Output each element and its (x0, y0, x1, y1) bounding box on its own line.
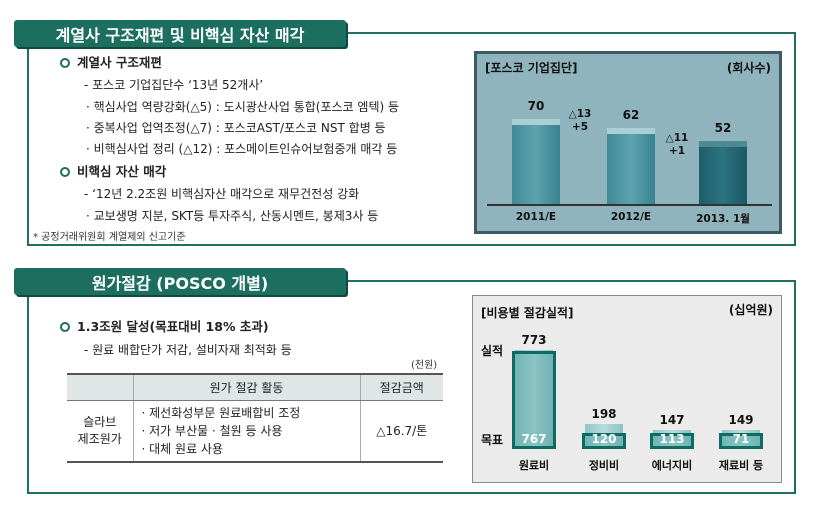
bullet-circle-icon (60, 167, 70, 177)
bar (512, 118, 560, 204)
bar-value-label: 70 (527, 98, 545, 113)
category-label: 2012/E (610, 211, 652, 223)
bar-top (699, 140, 747, 147)
target-bar (512, 350, 556, 449)
label-target: 목표 (481, 433, 504, 447)
actual-value-label: 147 (659, 413, 685, 428)
bar-value-label: 62 (622, 108, 640, 123)
category-label: 재료비 등 (718, 459, 764, 472)
activity-item: · 대체 원료 사용 (141, 441, 224, 456)
bullet-circle-icon (60, 58, 70, 68)
category-label: 에너지비 (651, 459, 693, 472)
actual-value-label: 149 (728, 412, 754, 427)
table-activities: · 제선화성부문 원료배합비 조정 · 저가 부산물 · 철원 등 사용 · 대… (133, 400, 361, 463)
table-header-row: 원가 절감 활동 절감금액 (67, 373, 443, 401)
table-amount: △16.7/톤 (360, 400, 443, 463)
delta-decrease: △11 (665, 132, 689, 144)
delta-increase: +1 (668, 145, 686, 157)
text-line: · 비핵심사업 정리 (△12) : 포스메이트인슈어보험중개 매각 등 (86, 142, 398, 156)
row-label-text: 슬라브 제조원가 (77, 414, 122, 446)
table-row-label: 슬라브 제조원가 (67, 400, 134, 463)
category-label: 원료비 (518, 459, 550, 472)
text-line: · 핵심사업 역량강화(△5) : 도시광산사업 통합(포스코 엠텍) 등 (86, 100, 400, 114)
text-line: - 포스코 기업집단수 ‘13년 52개사’ (84, 78, 264, 92)
cost-saving-chart: [비용별 절감실적] (십억원) 실적 목표 773 767 원료비 198 120 정비… (472, 295, 782, 483)
chart-title: [비용별 절감실적] (481, 306, 574, 320)
section2-title: 원가절감 (POSCO 개별) (14, 268, 346, 295)
delta-label: △13 +5 (560, 108, 600, 134)
section1-title: 계열사 구조재편 및 비핵심 자산 매각 (14, 20, 346, 47)
delta-increase: +5 (571, 121, 589, 133)
heading-achievement: 1.3조원 달성(목표대비 18% 초과) (77, 319, 269, 334)
target-value-label: 120 (591, 432, 617, 446)
target-value-label: 71 (732, 432, 750, 446)
bar-top (607, 128, 655, 135)
bullet-circle-icon (60, 322, 70, 332)
table-unit: (천원) (411, 360, 438, 371)
heading-restructure: 계열사 구조재편 (77, 55, 162, 70)
target-bar (582, 433, 626, 449)
activity-item: · 제선화성부문 원료배합비 조정 (141, 405, 301, 420)
table-header-blank (67, 373, 134, 401)
actual-bar (515, 350, 553, 449)
activity-item: · 저가 부산물 · 철원 등 사용 (141, 423, 283, 438)
bar-value-label: 52 (714, 120, 732, 135)
text-line: · 교보생명 지분, SKT등 투자주식, 산동시멘트, 봉제3사 등 (86, 209, 379, 223)
actual-bar (585, 423, 623, 449)
company-count-chart: [포스코 기업집단] (회사수) 70 2011/E 62 2012/E 52 2013.… (474, 51, 782, 234)
delta-decrease: △13 (568, 108, 592, 120)
target-bar (650, 433, 694, 449)
bar (699, 140, 747, 204)
chart-unit: (회사수) (726, 61, 771, 75)
table-header-amount: 절감금액 (360, 373, 443, 401)
text-line: - 원료 배합단가 저감, 설비자재 최적화 등 (84, 343, 292, 357)
actual-value-label: 773 (521, 333, 547, 348)
actual-value-label: 198 (591, 406, 617, 421)
chart-title: [포스코 기업집단] (485, 61, 578, 75)
text-line: · 중복사업 업역조정(△7) : 포스코AST/포스코 NST 합병 등 (86, 121, 386, 135)
target-bar (719, 433, 763, 449)
footnote: * 공정거래위원회 계열제외 신고기준 (33, 232, 186, 243)
category-label: 정비비 (588, 459, 620, 472)
table-row: 슬라브 제조원가 · 제선화성부문 원료배합비 조정 · 저가 부산물 · 철원… (67, 400, 443, 463)
text-line: - ‘12년 2.2조원 비핵심자산 매각으로 재무건전성 강화 (84, 187, 360, 201)
delta-label: △11 +1 (657, 132, 697, 158)
target-value-label: 767 (521, 432, 547, 446)
x-axis-line (487, 204, 772, 206)
chart-unit: (십억원) (728, 303, 773, 317)
heading-asset-sale: 비핵심 자산 매각 (77, 164, 167, 179)
label-actual: 실적 (481, 344, 504, 358)
category-label: 2013. 1월 (696, 213, 750, 225)
target-value-label: 113 (659, 432, 685, 446)
cost-reduction-table: 원가 절감 활동 절감금액 슬라브 제조원가 · 제선화성부문 원료배합비 조정… (67, 373, 443, 463)
bar (607, 128, 655, 204)
table-header-activity: 원가 절감 활동 (133, 373, 361, 401)
category-label: 2011/E (515, 211, 557, 223)
bar-top (512, 118, 560, 125)
